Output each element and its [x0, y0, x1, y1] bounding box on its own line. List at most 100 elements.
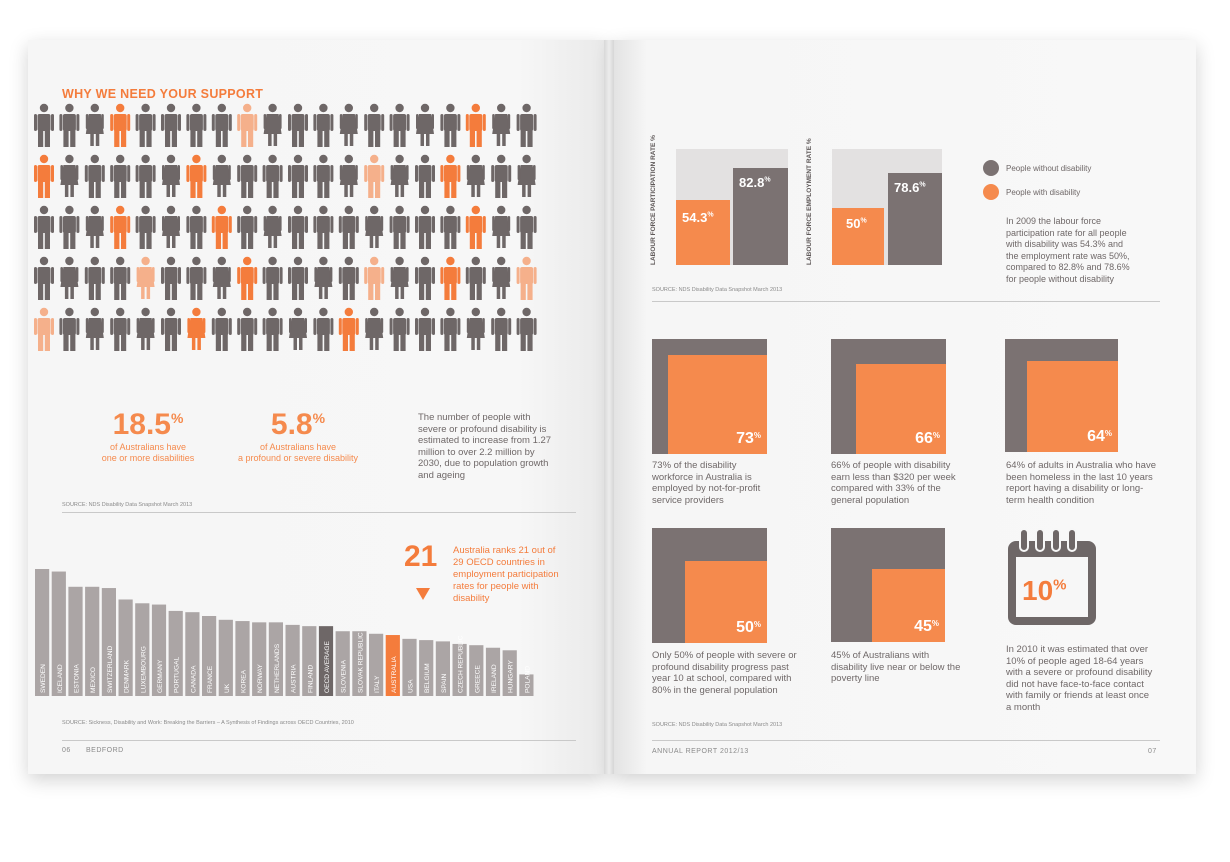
person-icon — [339, 103, 358, 146]
report-title: ANNUAL REPORT 2012/13 — [652, 748, 749, 755]
stat-value: 5.8% — [218, 408, 378, 442]
calendar-icon — [1008, 528, 1096, 625]
footer-rule — [62, 740, 576, 741]
person-icon — [440, 205, 461, 249]
person-icon — [59, 205, 80, 249]
down-arrow-icon — [416, 588, 430, 600]
stat-number: 18.5 — [112, 408, 171, 441]
square-text-2: 66% of people with disability earn less … — [831, 460, 956, 506]
person-icon — [365, 307, 384, 350]
bar-sweden — [35, 569, 50, 696]
bar-label: SWEDEN — [40, 664, 47, 693]
person-icon — [211, 307, 232, 351]
page-number: 07 — [1148, 748, 1157, 755]
person-icon — [416, 103, 434, 146]
person-icon — [440, 256, 461, 300]
square-text-5: 45% of Australians with disability live … — [831, 650, 961, 684]
square-orange — [685, 561, 767, 643]
bar-label: ICELAND — [57, 664, 64, 693]
person-icon — [135, 154, 156, 198]
stat-unit: % — [312, 410, 326, 426]
employment-axis-title: LABOUR FORCE EMPLOYMENT RATE % — [806, 138, 813, 265]
person-icon — [517, 154, 536, 197]
person-icon — [85, 103, 104, 146]
person-icon — [492, 205, 511, 248]
square-value: 66% — [915, 430, 940, 447]
bar-germany — [151, 604, 167, 696]
person-icon — [186, 103, 207, 147]
bar-uk — [218, 619, 233, 696]
person-icon — [84, 154, 105, 198]
bar-portugal — [168, 610, 183, 696]
bar-poland — [519, 674, 534, 696]
bar-label: ITALY — [374, 675, 381, 693]
person-icon — [338, 256, 359, 300]
person-icon — [364, 103, 385, 147]
brand-name: BEDFORD — [86, 747, 124, 754]
square-stat-3: 64% — [1005, 339, 1118, 452]
person-icon — [339, 154, 358, 197]
person-icon — [186, 256, 207, 300]
bar-label: BELGIUM — [424, 663, 431, 693]
person-icon — [338, 307, 359, 351]
bar-netherlands — [268, 622, 283, 696]
bar-label: NORWAY — [257, 664, 264, 693]
people-pictogram-grid — [34, 103, 537, 351]
person-icon — [389, 307, 410, 351]
person-icon — [288, 256, 308, 300]
calendar-value: 10% — [1022, 575, 1067, 606]
person-icon — [84, 256, 105, 300]
employment-bar-without — [888, 173, 942, 265]
person-icon — [288, 103, 308, 147]
person-icon — [415, 154, 435, 198]
stat-caption-line: of Australians have — [259, 442, 337, 452]
person-icon — [440, 154, 461, 198]
person-icon — [466, 154, 485, 197]
people-note: The number of people with severe or prof… — [418, 412, 552, 481]
stat-caption-line: of Australians have — [109, 442, 187, 452]
footer-rule — [652, 740, 1160, 741]
person-icon — [440, 103, 461, 147]
bar-mexico — [85, 586, 100, 696]
square-orange — [856, 364, 946, 454]
divider — [62, 512, 576, 513]
bar-oecd-average — [318, 626, 334, 696]
bar-label: DENMARK — [124, 659, 131, 693]
person-icon — [262, 154, 283, 198]
person-icon — [186, 154, 207, 198]
person-icon — [110, 103, 131, 147]
person-icon — [237, 256, 258, 300]
stat-caption-line: one or more disabilities — [101, 453, 195, 463]
person-icon — [237, 103, 258, 147]
bar-label: AUSTRIA — [291, 664, 298, 693]
divider — [652, 301, 1160, 302]
bar-czech-republic — [452, 643, 467, 696]
bar-estonia — [68, 586, 83, 696]
person-icon — [313, 103, 334, 147]
person-icon — [34, 154, 54, 198]
person-icon — [34, 307, 54, 351]
person-icon — [288, 154, 308, 198]
bar-label: USA — [408, 679, 415, 693]
person-icon — [34, 205, 54, 249]
person-icon — [263, 103, 282, 146]
person-icon — [313, 154, 334, 198]
bar-label: SLOVAK REPUBLIC — [357, 632, 364, 693]
bar-label: LUXEMBOURG — [140, 646, 147, 693]
person-icon — [262, 256, 283, 300]
stat-caption-line: a profound or severe disability — [237, 453, 359, 463]
bar-australia — [385, 635, 400, 696]
labour-intro: In 2009 the labour force participation r… — [1006, 216, 1130, 284]
person-icon — [465, 103, 486, 147]
person-icon — [289, 307, 307, 350]
bar-label: UK — [224, 683, 231, 693]
legend-dot-without — [983, 160, 999, 176]
bar-slovak-republic — [352, 631, 367, 696]
person-icon — [161, 256, 181, 300]
bar-label: GERMANY — [157, 659, 164, 693]
bar-label: FRANCE — [207, 665, 214, 693]
person-icon — [516, 205, 537, 249]
person-icon — [110, 307, 131, 351]
person-icon — [415, 205, 435, 249]
square-text-1: 73% of the disability workforce in Austr… — [652, 460, 761, 506]
